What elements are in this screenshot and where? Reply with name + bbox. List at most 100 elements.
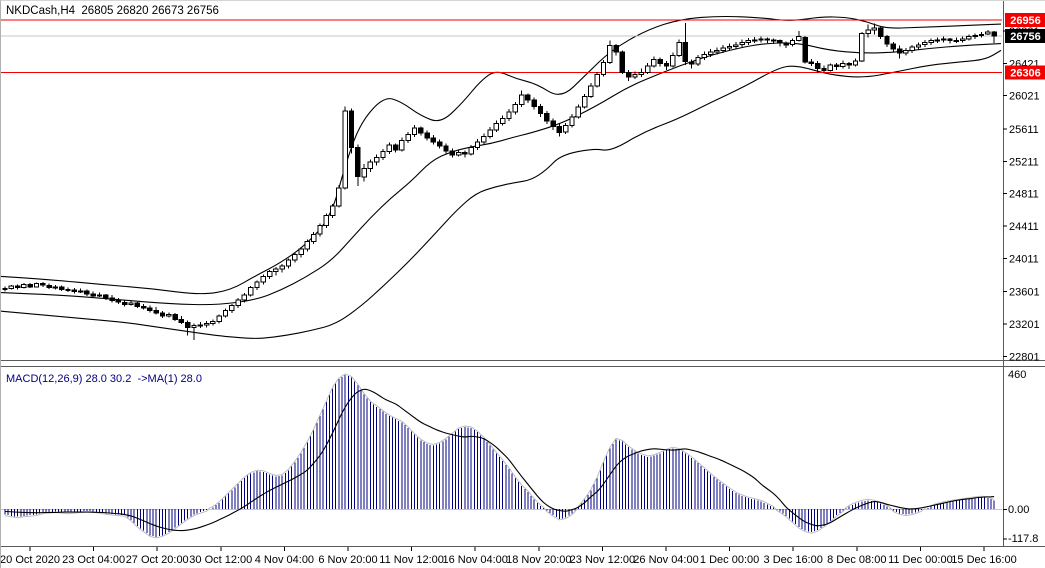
candle-bull: [342, 110, 348, 189]
candle-bull: [720, 47, 726, 51]
candle-bull: [380, 151, 386, 158]
price-axis[interactable]: 2682126421260212561125211248112441124011…: [1003, 13, 1045, 363]
candle-bull: [336, 187, 342, 207]
candle-bull: [745, 40, 752, 43]
candle-bear: [178, 318, 185, 323]
candle-bull: [216, 315, 222, 323]
candle-bear: [953, 39, 959, 42]
candle-bull: [594, 74, 600, 87]
macd-axis-label: 460: [1008, 369, 1026, 381]
candle-bull: [500, 118, 506, 124]
time-tick-label: 23 Nov 12:00: [570, 554, 635, 566]
macd-axis-label: -117.8: [1008, 533, 1038, 545]
candle-bear: [59, 286, 65, 290]
candle-bear: [682, 41, 689, 63]
candle-bear: [890, 43, 896, 50]
candle-bear: [348, 110, 355, 149]
candle-bull: [203, 322, 210, 326]
candle-bull: [966, 36, 972, 40]
price-plot-area[interactable]: [1, 15, 1002, 340]
macd-axis[interactable]: 460 0.00 -117.8: [1003, 369, 1038, 545]
candle-bear: [430, 137, 437, 143]
panel-frame: [1, 1, 1045, 547]
candle-bull: [707, 51, 714, 55]
candle-bear: [418, 127, 424, 134]
candle-bull: [52, 286, 59, 289]
candle-bear: [90, 293, 96, 297]
price-badge: [1005, 65, 1045, 80]
candle-bear: [462, 152, 468, 155]
candle-bull: [474, 141, 481, 149]
candle-bull: [235, 299, 241, 306]
time-axis[interactable]: 20 Oct 2020 23 Oct 04:00 27 Oct 20:00 30 Oc…: [1, 547, 1017, 566]
candle-bull: [506, 111, 512, 119]
candle-bull: [726, 45, 733, 49]
candle-bull: [292, 254, 298, 261]
time-tick-label: 1 Dec 00:00: [700, 554, 759, 566]
candle-bull: [581, 96, 588, 108]
candle-bull: [197, 324, 204, 327]
candle-bull: [922, 41, 928, 46]
candle-bull: [481, 135, 487, 143]
candle-bull: [670, 54, 676, 67]
candle-bear: [556, 126, 563, 133]
price-tick-label: 24011: [1009, 254, 1039, 266]
time-tick-label: 20 Oct 2020: [1, 554, 60, 566]
candle-bull: [210, 321, 216, 324]
candle-bear: [140, 305, 147, 309]
macd-indicator-label: MACD(12,26,9) 28.0 30.2 ->MA(1) 28.0: [6, 373, 202, 385]
candle-bull: [279, 265, 285, 270]
price-tick-label: 23201: [1009, 319, 1040, 331]
candle-bear: [878, 27, 884, 38]
candle-bear: [71, 289, 77, 293]
macd-plot-area[interactable]: [1, 373, 1002, 539]
candle-bull: [789, 40, 796, 46]
candle-bull: [739, 41, 745, 46]
candle-bear: [65, 288, 71, 291]
candle-bull: [8, 285, 15, 290]
candle-bear: [84, 290, 90, 295]
candle-bull: [865, 29, 871, 34]
candle-bull: [273, 268, 279, 273]
candle-bull: [411, 127, 418, 136]
candle-bull: [852, 60, 859, 66]
candle-bull: [248, 287, 254, 296]
candle-bear: [424, 132, 430, 139]
candle-bull: [928, 40, 934, 43]
candle-bull: [166, 313, 172, 317]
candle-bear: [991, 31, 997, 37]
candle-bull: [575, 106, 581, 118]
candle-bull: [191, 325, 197, 328]
candle-bull: [386, 144, 393, 153]
candle-bull: [934, 39, 941, 42]
candle-bear: [550, 120, 556, 128]
candle-bull: [374, 156, 380, 163]
candle-bear: [153, 309, 159, 314]
candle-bull: [714, 49, 720, 53]
price-tick-label: 25211: [1009, 156, 1039, 168]
candle-bull: [2, 288, 8, 290]
candle-bull: [563, 125, 569, 133]
candle-bull: [266, 271, 273, 277]
candle-bull: [361, 168, 367, 178]
candle-bull: [128, 302, 134, 306]
candle-bull: [493, 122, 500, 131]
candle-bull: [941, 38, 947, 41]
price-tick-label: 24411: [1009, 221, 1039, 233]
price-badge: [1005, 29, 1045, 44]
time-tick-label: 18 Nov 20:00: [506, 554, 571, 566]
candle-bull: [695, 57, 701, 65]
time-tick-label: 11 Dec 00:00: [888, 554, 953, 566]
candle-bear: [46, 284, 52, 289]
candle-bull: [405, 134, 411, 141]
candle-bull: [972, 35, 978, 38]
candle-bear: [947, 38, 953, 41]
candle-bear: [115, 300, 122, 303]
candle-bull: [840, 62, 846, 68]
price-badge-label: 26956: [1010, 15, 1041, 27]
time-tick-label: 23 Oct 04:00: [62, 554, 125, 566]
candle-bear: [443, 145, 449, 152]
candle-bull: [367, 161, 374, 170]
time-tick-label: 15 Dec 16:00: [951, 554, 1016, 566]
